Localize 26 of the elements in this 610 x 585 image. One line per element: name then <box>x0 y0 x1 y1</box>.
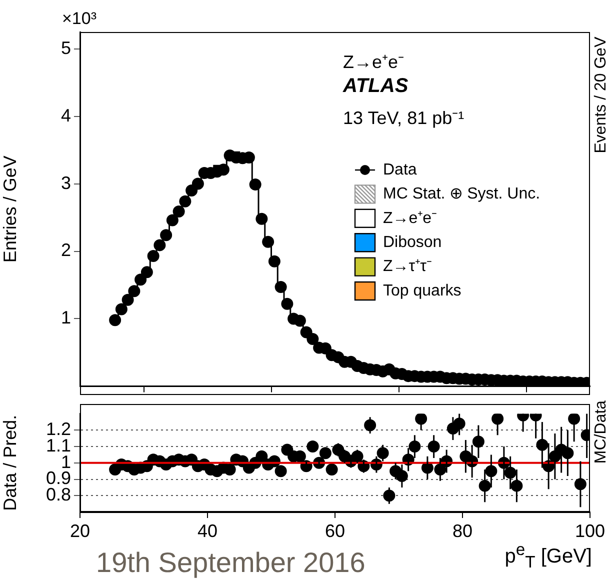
annotation: Z→e⁺e⁻ <box>343 52 404 72</box>
y-tick-label: 2 <box>60 240 71 260</box>
y-tick-label: 4 <box>60 105 71 126</box>
x-tick-label: 80 <box>452 520 473 541</box>
y-tick-label: 3 <box>60 172 71 193</box>
annotation: ATLAS <box>342 75 409 97</box>
legend-label: Z→τ⁺τ⁻ <box>383 258 432 276</box>
x-tick-label: 40 <box>197 520 218 541</box>
legend-label: Top quarks <box>383 282 462 300</box>
legend-label: Diboson <box>383 234 442 252</box>
y-tick-label: 1 <box>60 308 71 328</box>
text: Events / 20 GeV <box>592 36 610 154</box>
text: 19th September 2016 <box>96 547 366 578</box>
text: MC/Data <box>592 400 610 464</box>
legend-label: Data <box>383 161 417 178</box>
text: ×10³ <box>62 9 97 28</box>
y-axis-title: Entries / GeV <box>0 156 20 263</box>
x-tick-label: 100 <box>574 520 606 541</box>
x-axis-title: p$^{e}$$_{T}$ [GeV] <box>504 540 592 573</box>
y-tick-label: 5 <box>60 38 71 58</box>
y-axis-title: Data / Pred. <box>0 414 20 511</box>
x-tick-label: 20 <box>70 520 90 541</box>
annotation: 13 TeV, 81 pb⁻¹ <box>343 108 464 128</box>
legend-label: Z→e⁺e⁻ <box>383 210 437 227</box>
x-tick-label: 60 <box>324 520 346 541</box>
legend-label: MC Stat. ⊕ Syst. Unc. <box>383 186 540 203</box>
